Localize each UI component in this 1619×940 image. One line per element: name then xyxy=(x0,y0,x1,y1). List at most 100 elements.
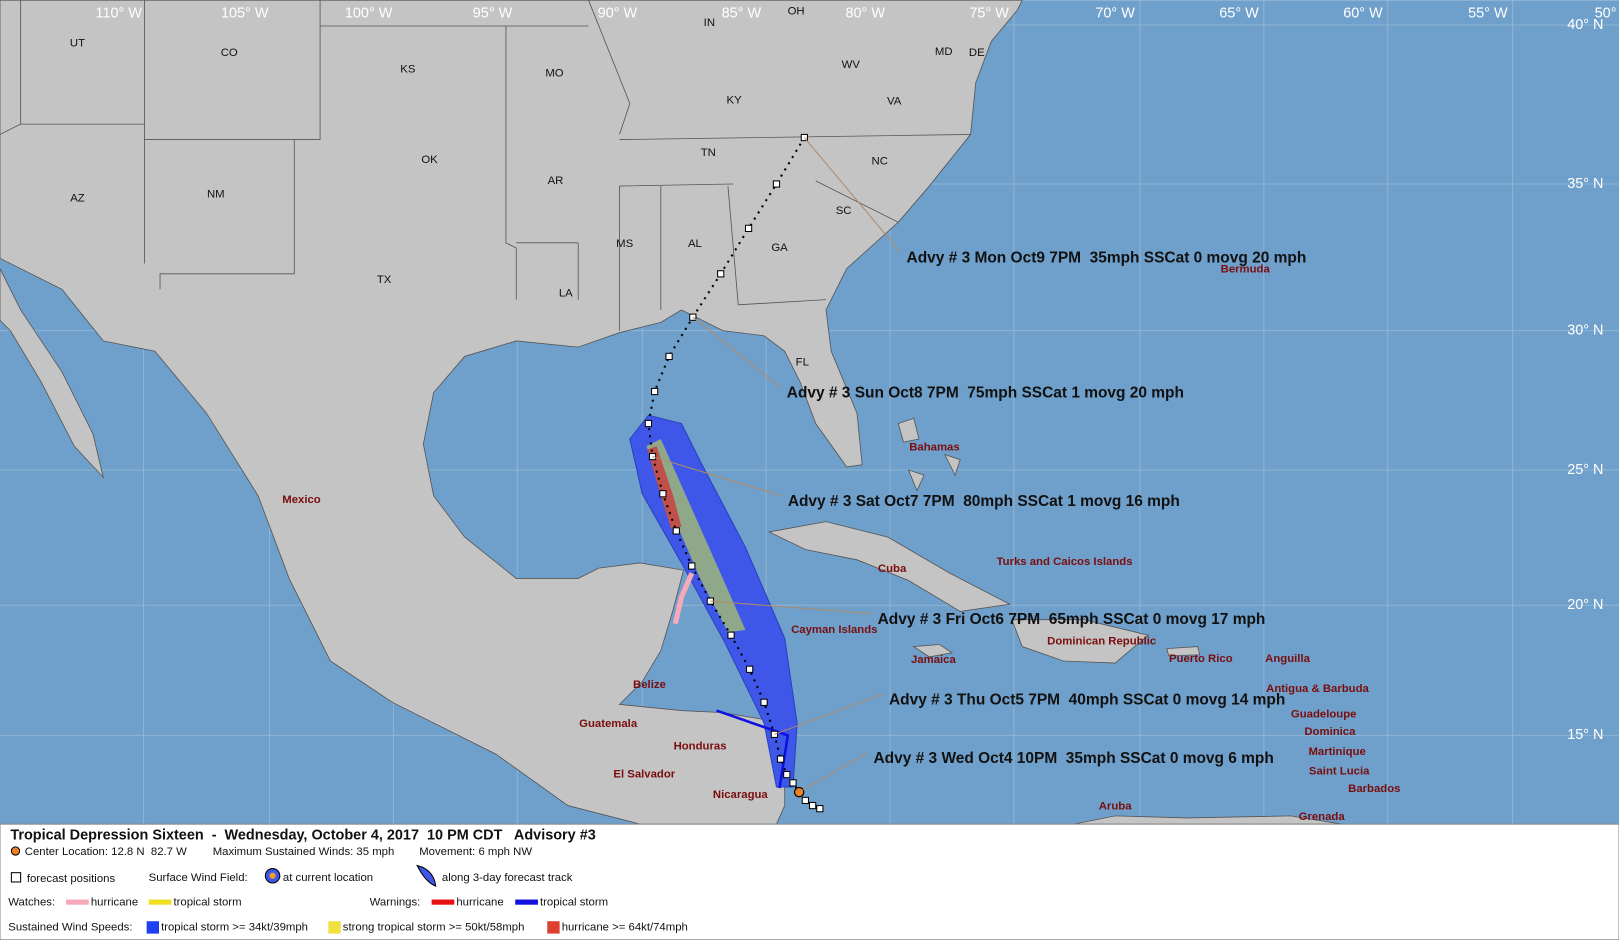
state-label: AR xyxy=(548,175,564,187)
state-label: IN xyxy=(704,17,715,29)
forecast-position xyxy=(659,490,667,498)
country-label: Jamaica xyxy=(911,654,956,666)
state-label: LA xyxy=(559,287,573,299)
state-borders xyxy=(0,0,971,331)
longitude-label: 90° W xyxy=(598,5,638,21)
advisory-leader xyxy=(692,316,781,388)
forecast-position xyxy=(744,224,753,233)
land xyxy=(0,0,1343,825)
forecast-position xyxy=(776,755,785,763)
state-label: OH xyxy=(788,6,805,18)
forecast-position xyxy=(745,665,754,673)
longitude-label: 55° W xyxy=(1468,5,1508,21)
state-label: NC xyxy=(872,155,888,167)
legend-title: Tropical Depression Sixteen - Wednesday,… xyxy=(10,827,595,843)
country-label: Grenada xyxy=(1299,811,1346,823)
advisory-label: Advy # 3 Fri Oct6 7PM 65mph SSCat 0 movg… xyxy=(878,611,1266,628)
advisory-label: Advy # 3 Thu Oct5 7PM 40mph SSCat 0 movg… xyxy=(889,691,1285,708)
country-label: Bermuda xyxy=(1221,264,1271,276)
longitude-label: 75° W xyxy=(969,5,1009,21)
country-label: Anguilla xyxy=(1265,653,1310,665)
country-label: Cayman Islands xyxy=(791,624,877,636)
state-label: KS xyxy=(400,63,416,75)
hu-icon xyxy=(547,921,560,934)
max-winds: Maximum Sustained Winds: 35 mph xyxy=(213,846,395,858)
country-label: Barbados xyxy=(1348,783,1400,795)
country-label: Saint Lucia xyxy=(1309,765,1370,777)
forecast-position xyxy=(760,698,768,706)
warn-ts-label: tropical storm xyxy=(540,897,608,909)
center-icon xyxy=(10,846,21,856)
state-label: CO xyxy=(221,47,238,59)
forecast-position xyxy=(651,387,659,396)
state-label: TN xyxy=(701,147,716,159)
forecast-position xyxy=(789,779,797,787)
ts-icon xyxy=(146,921,160,934)
sts-label: strong tropical storm >= 50kt/58mph xyxy=(343,921,525,933)
longitude-label: 65° W xyxy=(1219,5,1259,21)
track-wind-icon xyxy=(416,864,437,887)
advisory-leader xyxy=(710,600,872,615)
state-label: AL xyxy=(688,238,702,250)
forecast-position xyxy=(644,419,653,428)
latitude-label: 30° N xyxy=(1567,322,1603,338)
forecast-position xyxy=(808,801,817,810)
country-label: Martinique xyxy=(1308,746,1365,758)
warn-ts-icon xyxy=(515,899,538,905)
country-label: Guadeloupe xyxy=(1291,709,1357,721)
advisory-label: Advy # 3 Wed Oct4 10PM 35mph SSCat 0 mov… xyxy=(874,750,1274,767)
ts-label: tropical storm >= 34kt/39mph xyxy=(161,921,308,933)
state-label: GA xyxy=(771,242,788,254)
hurricane-field xyxy=(647,446,682,529)
state-label: DE xyxy=(969,47,985,59)
longitude-label: 105° W xyxy=(221,5,269,21)
state-label: FL xyxy=(796,357,809,369)
puerto-rico xyxy=(1166,646,1201,657)
country-label: El Salvador xyxy=(613,769,675,781)
forecast-position xyxy=(816,805,824,813)
wind-field xyxy=(646,439,746,633)
longitude-label: 110° W xyxy=(96,5,143,21)
country-label: Cuba xyxy=(878,563,907,575)
warnings-label: Warnings: xyxy=(370,897,421,909)
latitude-label: 35° N xyxy=(1567,176,1603,192)
forecast-position xyxy=(665,352,673,361)
advisory-leader xyxy=(803,137,901,253)
current-wind-icon-core xyxy=(269,872,276,879)
watches-label: Watches: xyxy=(8,897,55,909)
forecast-position xyxy=(717,270,725,278)
advisory-label: Advy # 3 Sun Oct8 7PM 75mph SSCat 1 movg… xyxy=(787,385,1184,402)
state-label: MO xyxy=(545,68,563,80)
advisory-leader xyxy=(774,693,883,735)
longitude-label: 95° W xyxy=(473,5,513,21)
baja-california xyxy=(0,268,105,479)
warn-hurricane-icon xyxy=(431,899,455,905)
longitude-label: 70° W xyxy=(1095,5,1135,21)
latitude-label: 40° N xyxy=(1567,17,1603,33)
country-label: Aruba xyxy=(1099,801,1132,813)
watch-ts-label: tropical storm xyxy=(173,897,241,909)
forecast-position xyxy=(648,452,657,461)
country-label: Guatemala xyxy=(579,718,638,730)
state-label: WV xyxy=(842,59,861,71)
forecast-position xyxy=(672,527,680,535)
forecast-positions-label: forecast positions xyxy=(27,873,116,885)
longitude-label: 100° W xyxy=(345,5,393,21)
country-label: Honduras xyxy=(674,741,727,753)
advisory-label: Advy # 3 Mon Oct9 7PM 35mph SSCat 0 movg… xyxy=(907,249,1307,266)
state-label: AZ xyxy=(70,192,85,204)
forecast-position xyxy=(727,631,735,639)
forecast-track xyxy=(647,136,821,810)
country-label: Mexico xyxy=(282,494,321,506)
state-label: VA xyxy=(887,95,902,107)
tropical-storm-warning xyxy=(716,709,790,789)
country-label: Belize xyxy=(633,679,666,691)
state-label: KY xyxy=(727,94,743,106)
hurricane-watch xyxy=(672,572,695,625)
sts-icon xyxy=(328,921,341,934)
advisory-label: Advy # 3 Sat Oct7 7PM 80mph SSCat 1 movg… xyxy=(788,493,1180,510)
hispaniola xyxy=(1011,619,1150,664)
longitude-label: 80° W xyxy=(846,5,886,21)
